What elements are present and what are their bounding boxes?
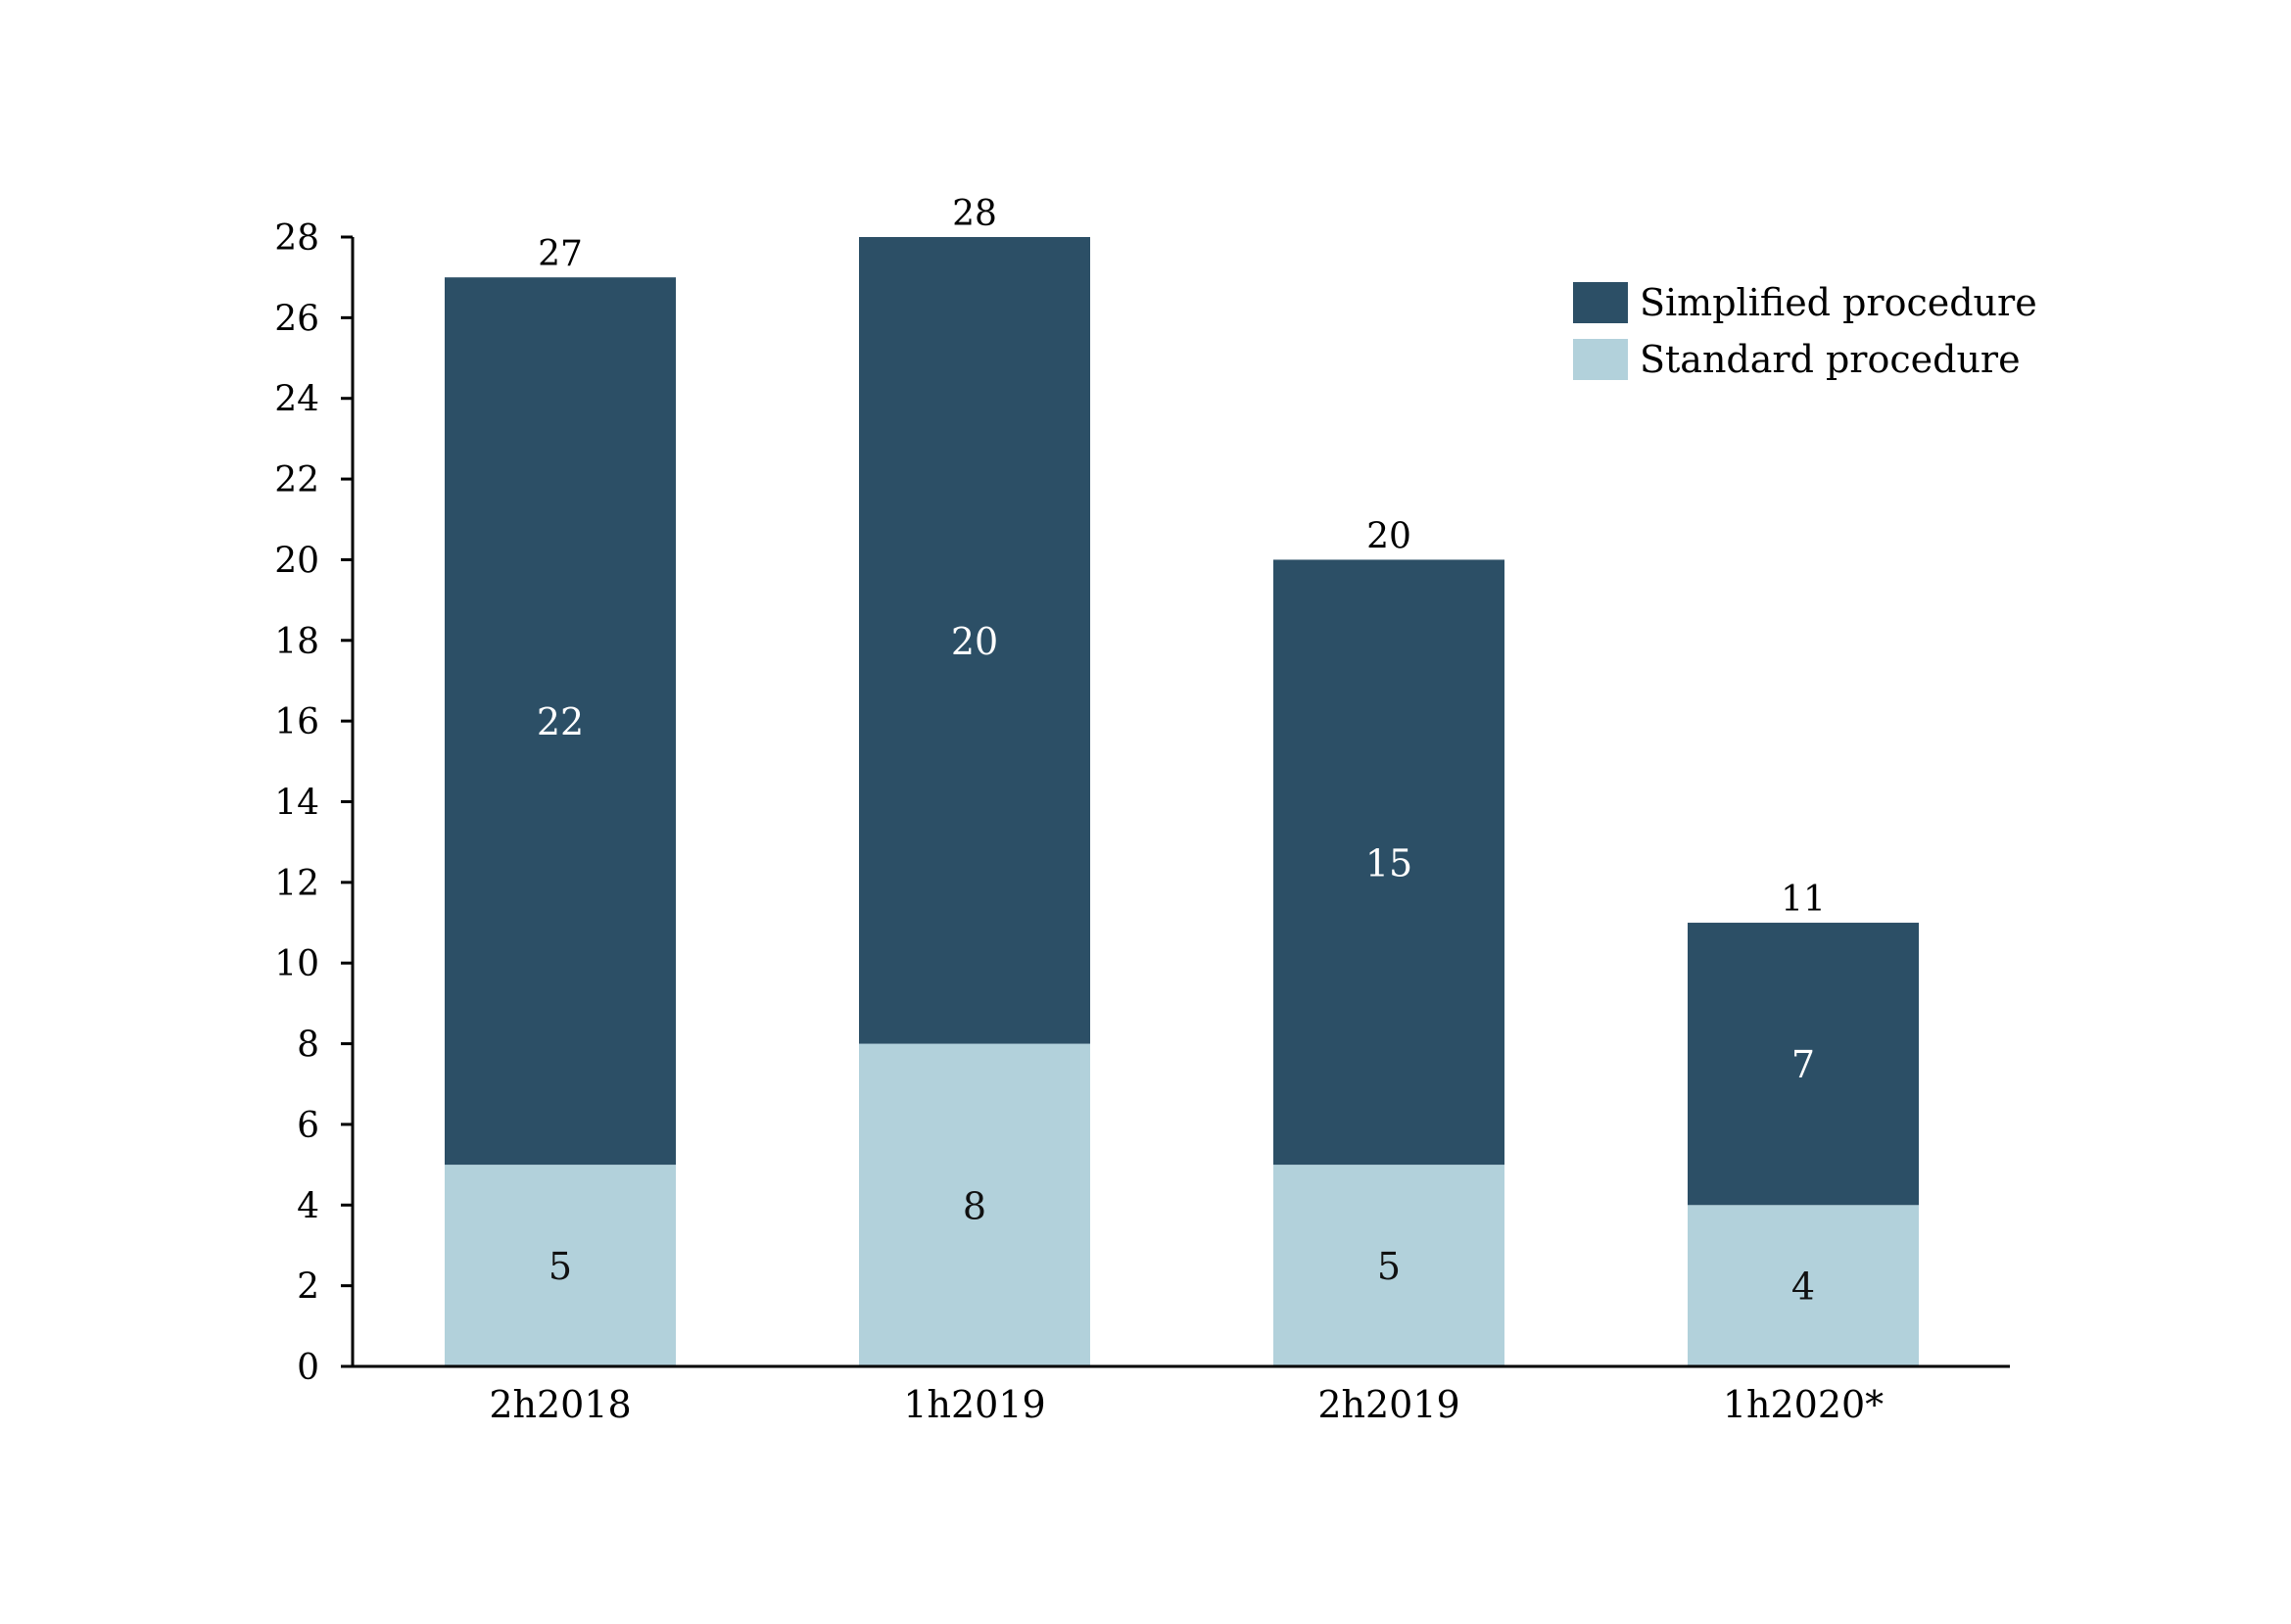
x-tick-label: 1h2019 bbox=[903, 1383, 1045, 1426]
legend-swatch bbox=[1573, 339, 1628, 380]
y-tick-label: 10 bbox=[274, 944, 319, 984]
y-tick-label: 22 bbox=[274, 460, 319, 501]
y-tick-label: 24 bbox=[274, 380, 319, 420]
bar-simplified-procedure bbox=[859, 237, 1090, 1044]
y-tick-label: 2 bbox=[297, 1267, 319, 1308]
y-tick-label: 6 bbox=[297, 1106, 319, 1146]
bar-total-label: 27 bbox=[538, 234, 583, 274]
bar-total-label: 20 bbox=[1366, 516, 1411, 556]
bar-simplified-procedure bbox=[445, 277, 676, 1166]
y-tick-label: 20 bbox=[274, 541, 319, 581]
y-tick-label: 26 bbox=[274, 299, 319, 339]
bar-standard-procedure bbox=[1688, 1205, 1919, 1366]
segment-value-label: 22 bbox=[537, 700, 584, 743]
x-tick-label: 1h2020* bbox=[1723, 1383, 1884, 1426]
x-tick-label: 2h2019 bbox=[1317, 1383, 1459, 1426]
y-tick-label: 16 bbox=[274, 702, 319, 742]
segment-value-label: 7 bbox=[1791, 1043, 1815, 1086]
data-labels-layer: 5 22 27 8 20 28 5 15 20 4 7 11 bbox=[537, 194, 1826, 1309]
legend-swatch bbox=[1573, 282, 1628, 323]
legend-label: Standard procedure bbox=[1640, 338, 2021, 381]
x-tick-label: 2h2018 bbox=[489, 1383, 631, 1426]
y-tick-label: 12 bbox=[274, 864, 319, 904]
segment-value-label: 5 bbox=[1377, 1245, 1401, 1288]
bar-standard-procedure bbox=[859, 1043, 1090, 1366]
bar-total-label: 28 bbox=[952, 194, 997, 234]
y-tick-label: 28 bbox=[274, 218, 319, 259]
segment-value-label: 8 bbox=[963, 1184, 986, 1227]
segment-value-label: 4 bbox=[1791, 1266, 1815, 1309]
bars-layer bbox=[445, 237, 1919, 1366]
y-tick-label: 4 bbox=[297, 1186, 319, 1226]
segment-value-label: 20 bbox=[951, 620, 998, 663]
bar-total-label: 11 bbox=[1781, 880, 1826, 920]
y-tick-label: 18 bbox=[274, 622, 319, 662]
y-tick-label: 0 bbox=[297, 1348, 319, 1388]
segment-value-label: 15 bbox=[1365, 841, 1412, 884]
segment-value-label: 5 bbox=[549, 1245, 572, 1288]
bar-standard-procedure bbox=[1273, 1165, 1504, 1366]
y-tick-label: 8 bbox=[297, 1026, 319, 1066]
bar-standard-procedure bbox=[445, 1165, 676, 1366]
bar-simplified-procedure bbox=[1688, 923, 1919, 1206]
x-ticks-layer: 2h2018 1h2019 2h2019 1h2020* bbox=[489, 1383, 1884, 1426]
legend-label: Simplified procedure bbox=[1640, 281, 2037, 324]
legend: Simplified procedure Standard procedure bbox=[1573, 281, 2037, 381]
y-tick-label: 14 bbox=[274, 784, 319, 824]
bar-simplified-procedure bbox=[1273, 559, 1504, 1166]
